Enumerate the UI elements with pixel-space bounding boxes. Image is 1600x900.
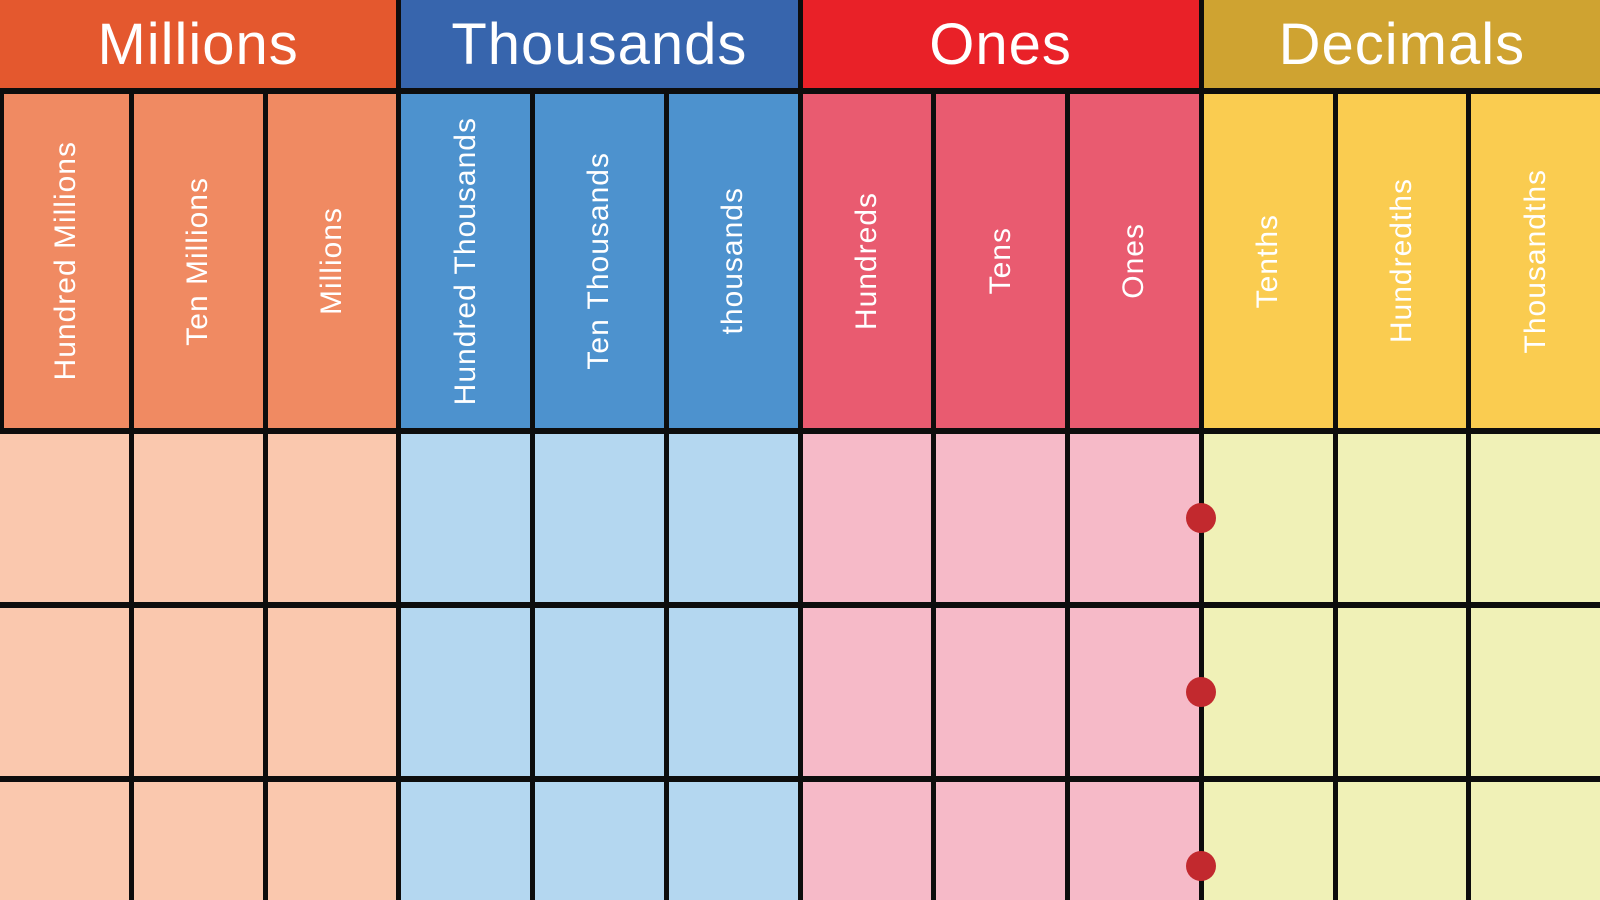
col-header-thousandths: Thousandths bbox=[1471, 94, 1600, 428]
col-header-hundredths: Hundredths bbox=[1337, 94, 1467, 428]
body-cell bbox=[401, 608, 530, 776]
body-cell bbox=[1337, 782, 1467, 900]
body-cell bbox=[936, 608, 1065, 776]
body-cell bbox=[1337, 434, 1467, 602]
decimal-point-dot bbox=[1186, 503, 1217, 533]
col-label-thousands: thousands bbox=[716, 187, 750, 335]
col-header-hundred-millions: Hundred Millions bbox=[0, 94, 129, 428]
body-cell bbox=[267, 434, 397, 602]
body-cell bbox=[0, 608, 129, 776]
body-cell bbox=[133, 782, 263, 900]
col-label-ten-millions: Ten Millions bbox=[181, 176, 215, 346]
body-cell bbox=[936, 434, 1065, 602]
body-cell bbox=[1186, 434, 1333, 602]
group-header-decimals: Decimals bbox=[1203, 0, 1600, 88]
body-cell bbox=[535, 608, 664, 776]
decimal-point-dot bbox=[1186, 677, 1217, 707]
body-cell bbox=[802, 434, 932, 602]
body-cell bbox=[802, 608, 932, 776]
col-header-tenths: Tenths bbox=[1203, 94, 1333, 428]
col-label-tenths: Tenths bbox=[1251, 213, 1285, 309]
body-cell bbox=[401, 782, 530, 900]
body-cell bbox=[267, 782, 397, 900]
col-header-tens: Tens bbox=[936, 94, 1065, 428]
group-header-ones: Ones bbox=[802, 0, 1199, 88]
col-label-hundreds: Hundreds bbox=[849, 191, 883, 331]
col-header-ten-thousands: Ten Thousands bbox=[535, 94, 664, 428]
body-cell bbox=[668, 434, 798, 602]
body-cell bbox=[535, 782, 664, 900]
col-header-ten-millions: Ten Millions bbox=[133, 94, 263, 428]
body-cell bbox=[1070, 782, 1199, 900]
col-label-ten-thousands: Ten Thousands bbox=[582, 152, 616, 370]
body-cell bbox=[802, 782, 932, 900]
decimal-point-dot bbox=[1186, 851, 1217, 881]
col-label-thousandths: Thousandths bbox=[1518, 168, 1552, 354]
col-header-thousands: thousands bbox=[668, 94, 798, 428]
body-cell bbox=[1337, 608, 1467, 776]
col-label-tens: Tens bbox=[983, 227, 1017, 295]
body-cell bbox=[267, 608, 397, 776]
body-cell bbox=[1186, 608, 1333, 776]
col-label-ones: Ones bbox=[1117, 223, 1151, 299]
body-cell bbox=[535, 434, 664, 602]
group-header-thousands: Thousands bbox=[401, 0, 798, 88]
col-header-millions: Millions bbox=[267, 94, 397, 428]
col-label-hundredths: Hundredths bbox=[1384, 178, 1418, 344]
group-header-millions: Millions bbox=[0, 0, 397, 88]
col-label-hundred-millions: Hundred Millions bbox=[49, 141, 83, 381]
body-cell bbox=[668, 782, 798, 900]
body-cell bbox=[1070, 608, 1199, 776]
col-label-millions: Millions bbox=[314, 206, 348, 316]
body-cell bbox=[1186, 782, 1333, 900]
col-header-ones: Ones bbox=[1070, 94, 1199, 428]
col-header-hundreds: Hundreds bbox=[802, 94, 932, 428]
col-label-hundred-thousands: Hundred Thousands bbox=[448, 116, 482, 406]
body-cell bbox=[0, 434, 129, 602]
body-cell bbox=[133, 608, 263, 776]
body-cell bbox=[401, 434, 530, 602]
col-header-hundred-thousands: Hundred Thousands bbox=[401, 94, 530, 428]
body-cell bbox=[936, 782, 1065, 900]
body-cell bbox=[1070, 434, 1199, 602]
body-cell bbox=[1471, 434, 1600, 602]
body-cell bbox=[1471, 782, 1600, 900]
body-cell bbox=[1471, 608, 1600, 776]
body-cell bbox=[0, 782, 129, 900]
body-cell bbox=[668, 608, 798, 776]
body-cell bbox=[133, 434, 263, 602]
